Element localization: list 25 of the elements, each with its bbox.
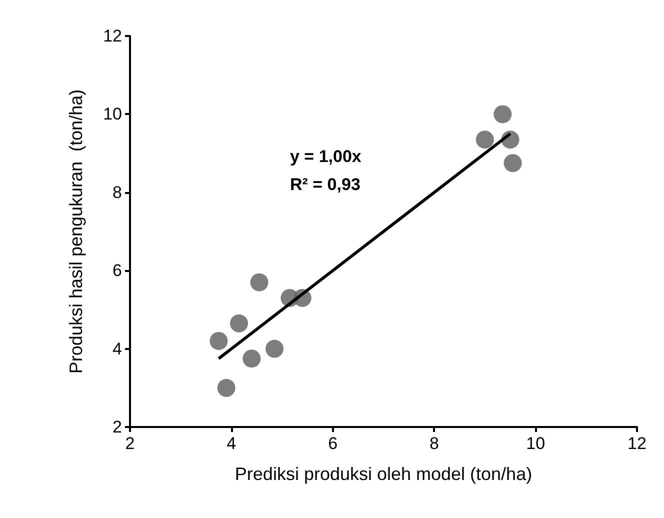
y-tick-label: 6 [112, 261, 122, 280]
x-tick-label: 4 [226, 434, 236, 453]
x-tick-label: 2 [125, 434, 135, 453]
y-tick-label: 4 [112, 339, 122, 358]
point [266, 340, 284, 358]
y-tick-label: 12 [103, 26, 122, 46]
point [494, 105, 512, 124]
point [476, 130, 494, 149]
y-tick-label: 2 [112, 418, 122, 436]
point [217, 378, 236, 397]
y-tick-label: 10 [103, 104, 122, 124]
point [210, 332, 228, 350]
point [250, 273, 268, 292]
x-tick-label: 10 [526, 434, 546, 453]
y-tick-label: 8 [112, 182, 122, 202]
annotation: y = 1,00x [290, 147, 362, 166]
point [242, 350, 261, 368]
x-tick-label: 6 [328, 434, 338, 453]
point [504, 154, 522, 172]
annotation: R² = 0,93 [290, 175, 360, 194]
point [230, 314, 248, 332]
x-tick-label: 12 [628, 434, 646, 453]
x-tick-label: 8 [429, 434, 439, 453]
x-axis-title: Prediksi produksi oleh model (ton/ha) [234, 464, 532, 484]
y-axis-title: Produksi hasil pengukuran (ton/ha) [66, 89, 86, 374]
